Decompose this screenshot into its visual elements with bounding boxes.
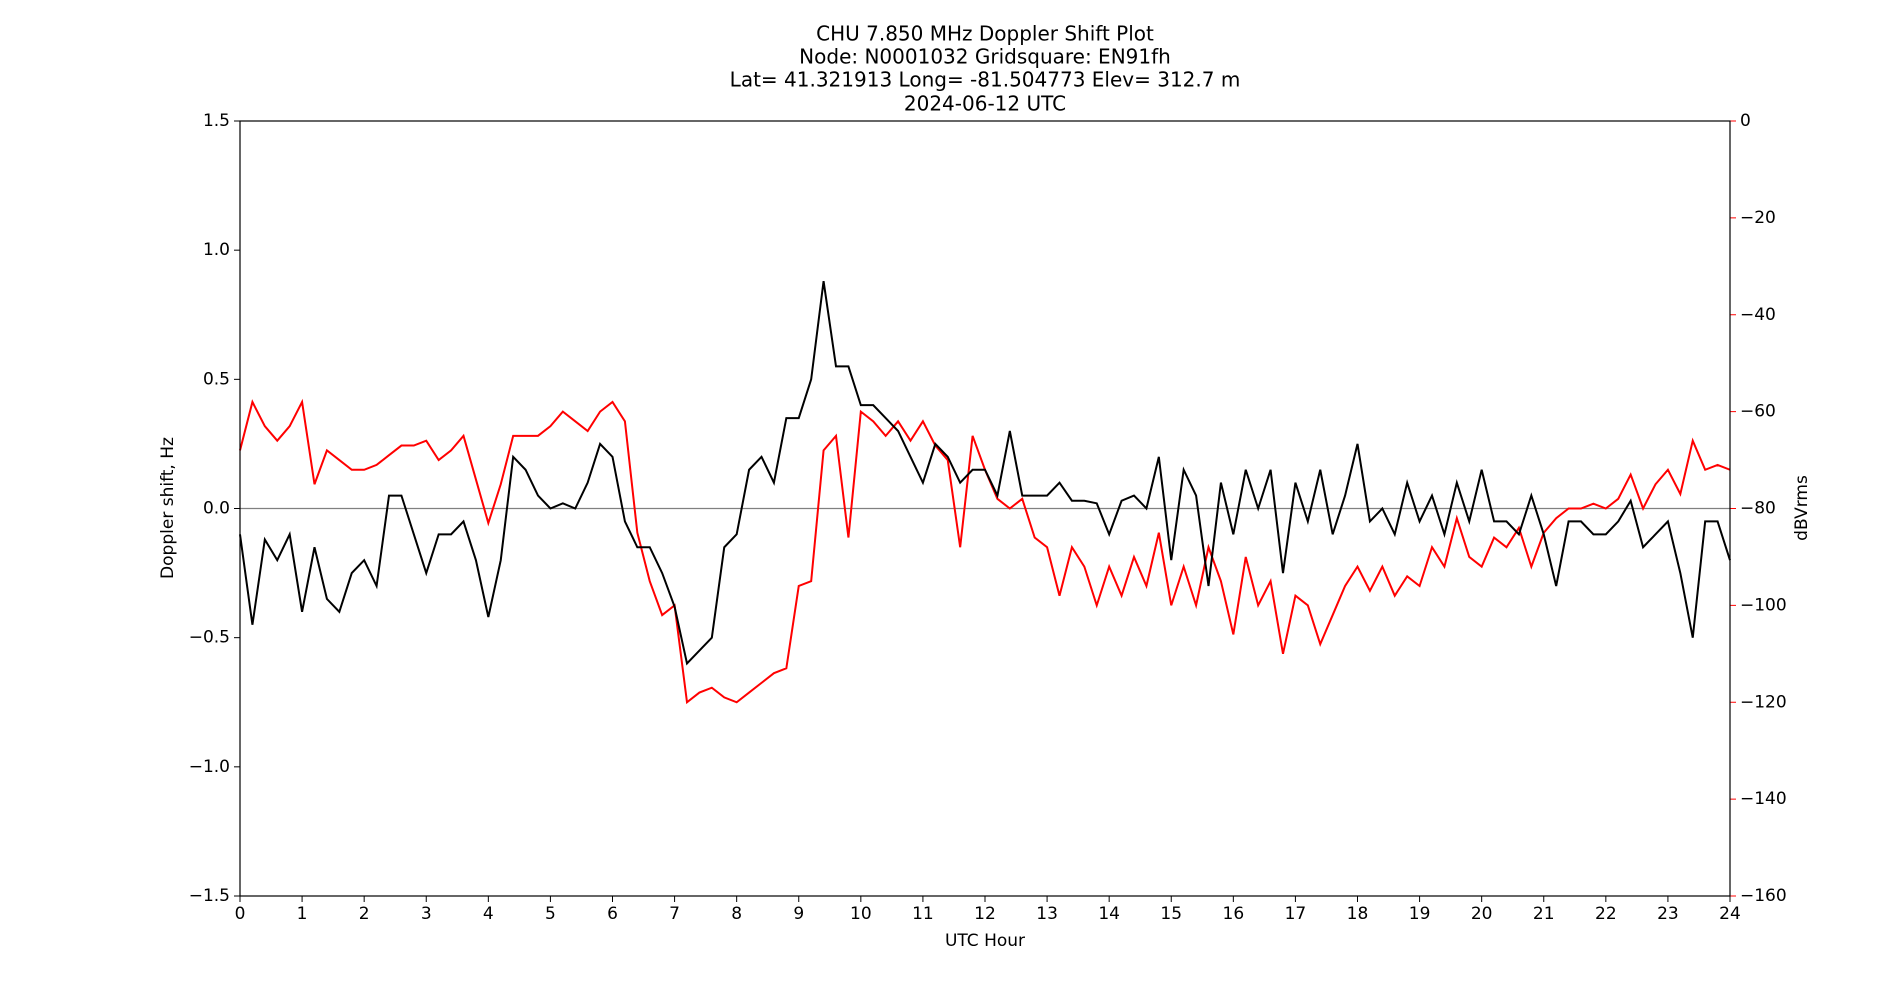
x-tick-label: 2: [359, 904, 370, 924]
data-line: [239, 398, 1731, 705]
y-tick-label: 0.5: [203, 369, 230, 389]
y-tick-label: −0.5: [189, 628, 230, 648]
x-tick-label: 20: [1471, 904, 1493, 924]
plot-frame: [239, 120, 1731, 897]
chart-title: CHU 7.850 MHz Doppler Shift Plot: [816, 22, 1154, 46]
chart-subtitle: Lat= 41.321913 Long= -81.504773 Elev= 31…: [730, 68, 1241, 92]
x-tick-label: 14: [1098, 904, 1120, 924]
y2-tick-label: −20: [1740, 208, 1776, 228]
x-tick-label: 8: [731, 904, 742, 924]
y-tick-label: 1.0: [203, 240, 230, 260]
y2-tick-label: −100: [1740, 595, 1787, 615]
x-tick-label: 16: [1223, 904, 1245, 924]
y2-tick-label: −40: [1740, 305, 1776, 325]
x-tick-label: 19: [1409, 904, 1431, 924]
x-tick-label: 4: [483, 904, 494, 924]
chart-subtitle: 2024-06-12 UTC: [904, 92, 1066, 116]
x-tick-label: 22: [1595, 904, 1617, 924]
y2-tick-label: −120: [1740, 692, 1787, 712]
y-tick-label: 1.5: [203, 111, 230, 131]
x-tick-label: 11: [912, 904, 934, 924]
x-tick-label: 15: [1160, 904, 1182, 924]
x-tick-label: 7: [669, 904, 680, 924]
x-tick-label: 1: [297, 904, 308, 924]
y-tick-label: 0.0: [203, 499, 230, 519]
data-line: [239, 281, 1731, 666]
x-tick-label: 24: [1719, 904, 1741, 924]
x-tick-label: 3: [421, 904, 432, 924]
y2-axis-label: dBVrms: [1792, 475, 1812, 541]
x-tick-label: 21: [1533, 904, 1555, 924]
x-tick-label: 13: [1036, 904, 1058, 924]
x-tick-label: 18: [1347, 904, 1369, 924]
x-axis-label: UTC Hour: [945, 931, 1025, 951]
x-tick-label: 0: [235, 904, 246, 924]
y2-tick-label: −60: [1740, 402, 1776, 422]
y2-tick-label: −140: [1740, 789, 1787, 809]
y-tick-label: −1.0: [189, 757, 230, 777]
y2-tick-label: −160: [1740, 886, 1787, 906]
x-tick-label: 12: [974, 904, 996, 924]
x-tick-label: 9: [793, 904, 804, 924]
x-tick-label: 23: [1657, 904, 1679, 924]
y-axis-label: Doppler shift, Hz: [158, 437, 178, 579]
x-tick-label: 5: [545, 904, 556, 924]
y2-tick-label: −80: [1740, 499, 1776, 519]
x-tick-label: 10: [850, 904, 872, 924]
y-tick-label: −1.5: [189, 886, 230, 906]
chart-subtitle: Node: N0001032 Gridsquare: EN91fh: [799, 45, 1171, 69]
x-tick-label: 17: [1285, 904, 1307, 924]
x-tick-label: 6: [607, 904, 618, 924]
y2-tick-label: 0: [1740, 111, 1751, 131]
